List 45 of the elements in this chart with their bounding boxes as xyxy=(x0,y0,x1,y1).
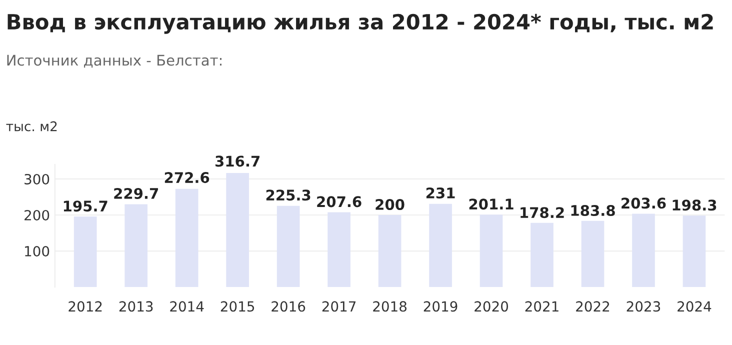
x-tick-label: 2012 xyxy=(68,301,102,312)
x-tick-label: 2015 xyxy=(220,301,254,312)
x-tick-label: 2023 xyxy=(626,301,660,312)
x-tick-label: 2019 xyxy=(424,301,458,312)
bar xyxy=(530,222,554,288)
data-label: 316.7 xyxy=(215,156,260,167)
y-tick-label: 300 xyxy=(24,174,50,184)
data-label: 183.8 xyxy=(571,204,615,216)
data-label: 200 xyxy=(376,198,404,210)
x-tick-label: 2024 xyxy=(678,301,712,312)
data-label: 198.3 xyxy=(672,200,716,211)
data-label: 229.7 xyxy=(114,188,158,199)
bar xyxy=(276,206,300,288)
chart-subtitle: Источник данных - Белстат: xyxy=(7,54,222,68)
bar xyxy=(581,220,604,288)
bar xyxy=(429,204,452,288)
bar xyxy=(378,214,402,288)
bar xyxy=(328,212,350,288)
bar xyxy=(124,204,148,288)
bar xyxy=(74,216,97,288)
bar xyxy=(226,172,249,288)
y-tick-label: 100 xyxy=(25,246,50,256)
x-tick-label: 2016 xyxy=(272,301,306,312)
x-tick-label: 2022 xyxy=(576,301,610,312)
bar xyxy=(682,216,706,288)
x-tick-label: 2014 xyxy=(170,301,204,312)
x-tick-label: 2020 xyxy=(474,301,508,312)
y-tick-label: 200 xyxy=(24,210,50,220)
data-label: 201.1 xyxy=(469,198,514,210)
x-tick-label: 2018 xyxy=(373,301,407,312)
data-label: 272.6 xyxy=(164,172,210,184)
x-tick-label: 2013 xyxy=(119,301,153,312)
data-label: 195.7 xyxy=(64,200,108,212)
x-tick-label: 2021 xyxy=(525,301,558,312)
data-label: 231 xyxy=(426,187,455,199)
data-label: 225.3 xyxy=(266,190,310,201)
data-label: 207.6 xyxy=(317,196,362,208)
y-axis-title: тыс. м2 xyxy=(6,121,57,132)
bar xyxy=(175,188,198,288)
data-label: 178.2 xyxy=(520,207,564,218)
bar xyxy=(480,214,503,288)
x-tick-label: 2017 xyxy=(322,301,356,312)
chart-title: Ввод в эксплуатацию жилья за 2012 - 2024* годы, тыс. м2 xyxy=(8,14,713,34)
bar xyxy=(632,214,655,288)
data-label: 203.6 xyxy=(622,198,666,209)
